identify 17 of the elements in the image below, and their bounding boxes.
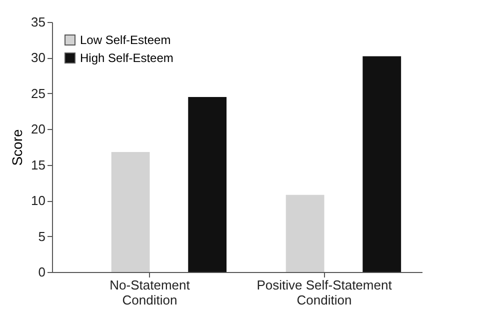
y-tick-label: 0 — [38, 264, 46, 280]
y-axis-title: Score — [9, 129, 26, 166]
bar — [111, 152, 150, 272]
legend-label: Low Self-Esteem — [80, 33, 171, 47]
y-tick-label: 5 — [38, 228, 46, 244]
x-tick-label: Positive Self-Statement Condition — [256, 278, 392, 308]
y-tick-label: 25 — [31, 86, 46, 101]
y-tick-label: 30 — [31, 50, 46, 66]
bar — [362, 56, 402, 272]
y-tick-label: 20 — [31, 122, 46, 137]
y-tick-label: 10 — [31, 193, 46, 208]
y-tick-label: 15 — [31, 157, 46, 172]
x-tick-label: No-Statement Condition — [110, 278, 190, 308]
bar — [188, 97, 227, 272]
legend-label: High Self-Esteem — [80, 51, 174, 65]
bar — [286, 194, 324, 272]
y-tick-label: 35 — [31, 14, 46, 30]
